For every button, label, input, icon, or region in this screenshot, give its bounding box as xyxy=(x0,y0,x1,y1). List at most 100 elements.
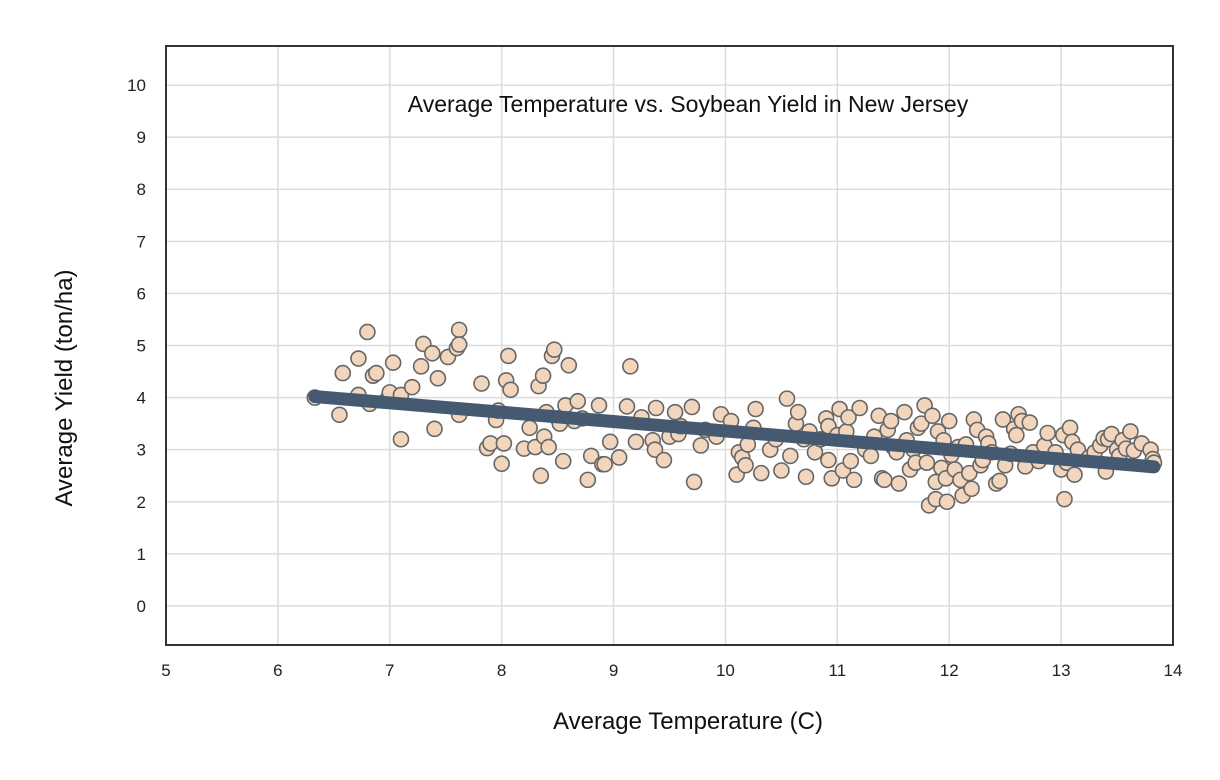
data-point xyxy=(540,438,557,456)
data-point xyxy=(601,433,619,451)
data-point xyxy=(789,403,807,421)
data-point xyxy=(618,398,636,415)
data-point xyxy=(1008,426,1025,444)
x-tick-label: 9 xyxy=(609,661,618,680)
y-tick-label: 5 xyxy=(137,337,146,356)
trendline-layer xyxy=(308,390,1161,474)
y-tick-label: 2 xyxy=(137,493,146,512)
y-tick-label: 9 xyxy=(137,128,146,147)
y-tick-label: 4 xyxy=(137,389,146,408)
x-tick-label: 13 xyxy=(1052,661,1071,680)
data-point xyxy=(692,437,710,454)
data-point xyxy=(473,375,490,392)
y-tick-label: 6 xyxy=(137,284,146,303)
data-point xyxy=(569,392,587,410)
data-point xyxy=(426,420,443,438)
data-point xyxy=(579,471,597,489)
data-point xyxy=(963,480,980,498)
data-point xyxy=(1021,414,1039,431)
trendline xyxy=(308,390,1161,474)
data-point xyxy=(851,399,869,417)
data-point xyxy=(782,447,799,465)
data-point xyxy=(334,364,352,382)
data-point xyxy=(627,433,645,451)
data-point xyxy=(610,449,628,466)
data-point xyxy=(747,400,764,418)
x-tick-label: 7 xyxy=(385,661,394,680)
data-point xyxy=(778,390,796,407)
data-point xyxy=(683,398,701,416)
x-tick-label: 6 xyxy=(273,661,282,680)
data-point xyxy=(384,354,402,371)
x-tick-label: 5 xyxy=(161,661,170,680)
data-point xyxy=(350,350,367,367)
data-point xyxy=(423,345,441,362)
y-tick-label: 1 xyxy=(137,545,146,564)
data-point xyxy=(647,399,665,417)
data-point xyxy=(918,454,936,471)
data-point xyxy=(646,441,664,458)
grid-lines xyxy=(166,46,1173,645)
data-point xyxy=(500,347,517,365)
data-point xyxy=(429,370,447,387)
data-point xyxy=(450,321,468,339)
data-point xyxy=(493,455,510,473)
y-tick-label: 8 xyxy=(137,180,146,199)
data-point xyxy=(773,462,790,479)
y-tick-labels: 0 1 2 3 4 5 6 7 8 9 10 xyxy=(127,76,146,616)
data-point xyxy=(622,358,639,375)
data-points xyxy=(306,321,1163,514)
x-tick-label: 14 xyxy=(1164,661,1183,680)
data-point xyxy=(685,473,703,491)
data-point xyxy=(560,356,578,374)
data-point xyxy=(823,470,841,487)
y-tick-label: 0 xyxy=(137,597,146,616)
data-point xyxy=(912,415,930,432)
data-point xyxy=(991,472,1008,490)
data-point xyxy=(495,435,513,452)
data-point xyxy=(994,411,1012,428)
data-point xyxy=(961,464,978,482)
data-point xyxy=(331,406,348,424)
y-tick-label: 7 xyxy=(137,232,146,251)
y-axis-title: Average Yield (ton/ha) xyxy=(51,269,78,506)
data-point xyxy=(590,397,608,414)
plot-frame xyxy=(165,45,1174,646)
x-tick-label: 11 xyxy=(829,661,847,680)
x-axis-title: Average Temperature (C) xyxy=(553,708,823,735)
data-point xyxy=(1056,490,1073,508)
data-point xyxy=(924,407,941,425)
data-point xyxy=(938,493,956,511)
data-point xyxy=(545,341,563,358)
data-point xyxy=(862,447,880,465)
data-point xyxy=(532,467,550,485)
data-point xyxy=(368,364,385,382)
data-point xyxy=(876,471,893,489)
data-point xyxy=(403,378,421,396)
x-tick-labels: 5 6 7 8 9 10 11 12 13 14 xyxy=(161,661,1182,680)
data-point xyxy=(450,336,468,353)
data-point xyxy=(797,468,815,486)
y-tick-label: 3 xyxy=(137,441,146,460)
data-point xyxy=(392,430,410,448)
chart-title: Average Temperature vs. Soybean Yield in… xyxy=(408,91,969,117)
data-point xyxy=(412,358,430,375)
data-point xyxy=(666,403,684,421)
data-point xyxy=(1061,419,1079,437)
data-point xyxy=(882,412,900,430)
data-point xyxy=(502,381,519,399)
data-point xyxy=(752,464,770,482)
x-tick-label: 8 xyxy=(497,661,506,680)
data-point xyxy=(820,451,837,469)
data-point xyxy=(1122,423,1139,440)
data-point xyxy=(845,471,863,489)
data-point xyxy=(940,412,958,430)
x-tick-label: 12 xyxy=(940,661,959,680)
data-point xyxy=(842,452,860,470)
x-tick-label: 10 xyxy=(716,661,735,680)
data-point xyxy=(359,323,376,341)
data-point xyxy=(737,456,754,474)
data-point xyxy=(1039,424,1056,442)
data-point xyxy=(890,475,908,492)
